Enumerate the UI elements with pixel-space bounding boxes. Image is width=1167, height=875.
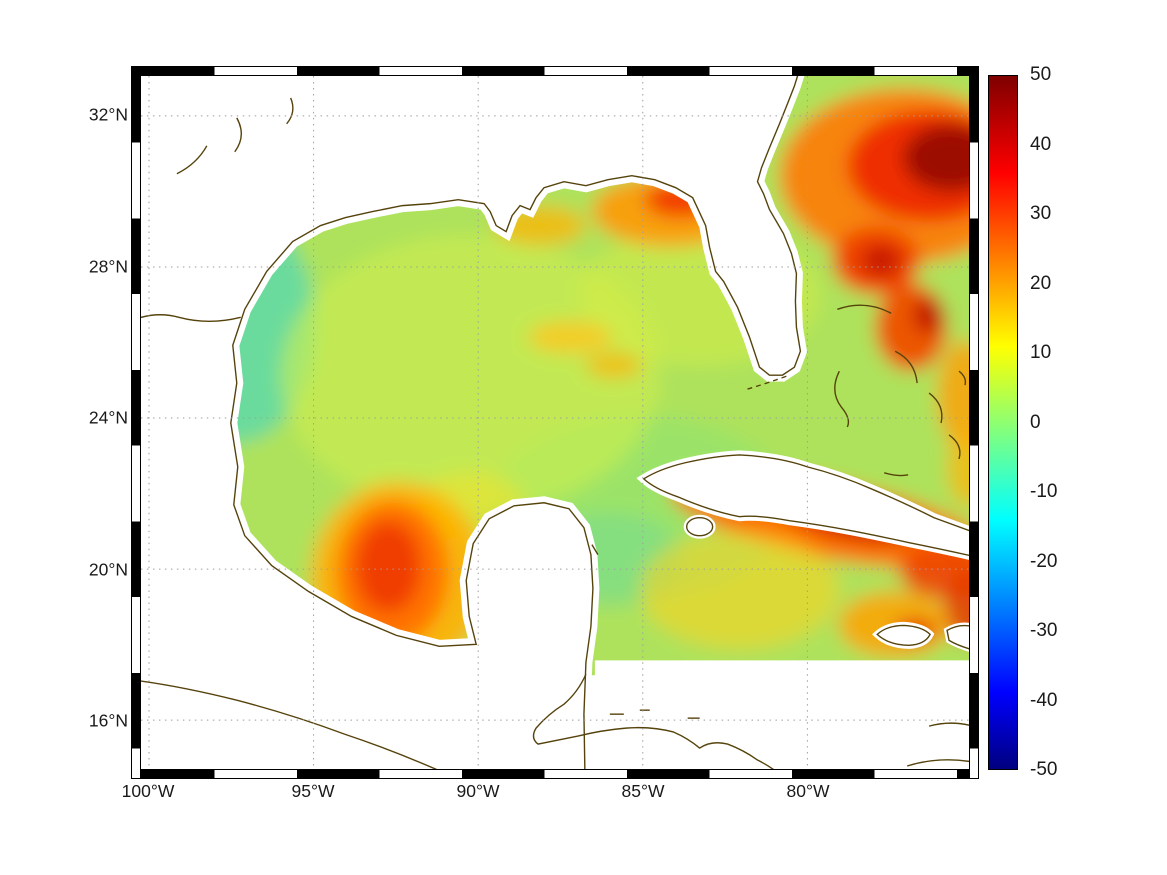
- x-tick-label: 80°W: [786, 781, 830, 801]
- colorbar-tick-label: -50: [1030, 759, 1058, 780]
- x-tick-label: 90°W: [456, 781, 500, 801]
- map-frame-band-bottom: [131, 769, 979, 779]
- colorbar-tick-label: -30: [1030, 620, 1058, 641]
- map-canvas: [141, 76, 969, 769]
- colorbar-tick-label: 50: [1030, 64, 1052, 85]
- colorbar: [988, 75, 1018, 770]
- y-tick-label: 24°N: [88, 407, 128, 428]
- map-plot-area: [140, 75, 970, 770]
- y-tick-label: 28°N: [88, 256, 128, 276]
- colorbar-tick-label: -20: [1030, 550, 1058, 572]
- graticule-grid: [141, 76, 969, 769]
- y-tick-label: 16°N: [88, 710, 128, 731]
- bahamas-islands: [834, 304, 967, 477]
- x-tick-label: 100°W: [121, 781, 175, 801]
- colorbar-tick-label: 20: [1030, 272, 1052, 294]
- rivers-and-minor-coast: [141, 97, 969, 767]
- y-tick-label: 20°N: [88, 559, 128, 579]
- x-tick-label: 95°W: [291, 781, 335, 801]
- colorbar-tick-label: -40: [1030, 689, 1058, 711]
- colorbar-tick-label: 0: [1030, 411, 1041, 433]
- colorbar-tick-label: -10: [1030, 481, 1058, 502]
- colorbar-tick-label: 40: [1030, 133, 1052, 155]
- x-tick-label: 85°W: [621, 781, 665, 801]
- map-frame-band-right: [969, 66, 979, 779]
- colorbar-tick-label: 10: [1030, 342, 1052, 363]
- colorbar-tick-label: 30: [1030, 203, 1052, 224]
- pacific-mexico-coast: [141, 680, 438, 769]
- y-tick-label: 32°N: [88, 104, 128, 125]
- no-data-region: [538, 660, 969, 769]
- florida-keys: [747, 374, 790, 390]
